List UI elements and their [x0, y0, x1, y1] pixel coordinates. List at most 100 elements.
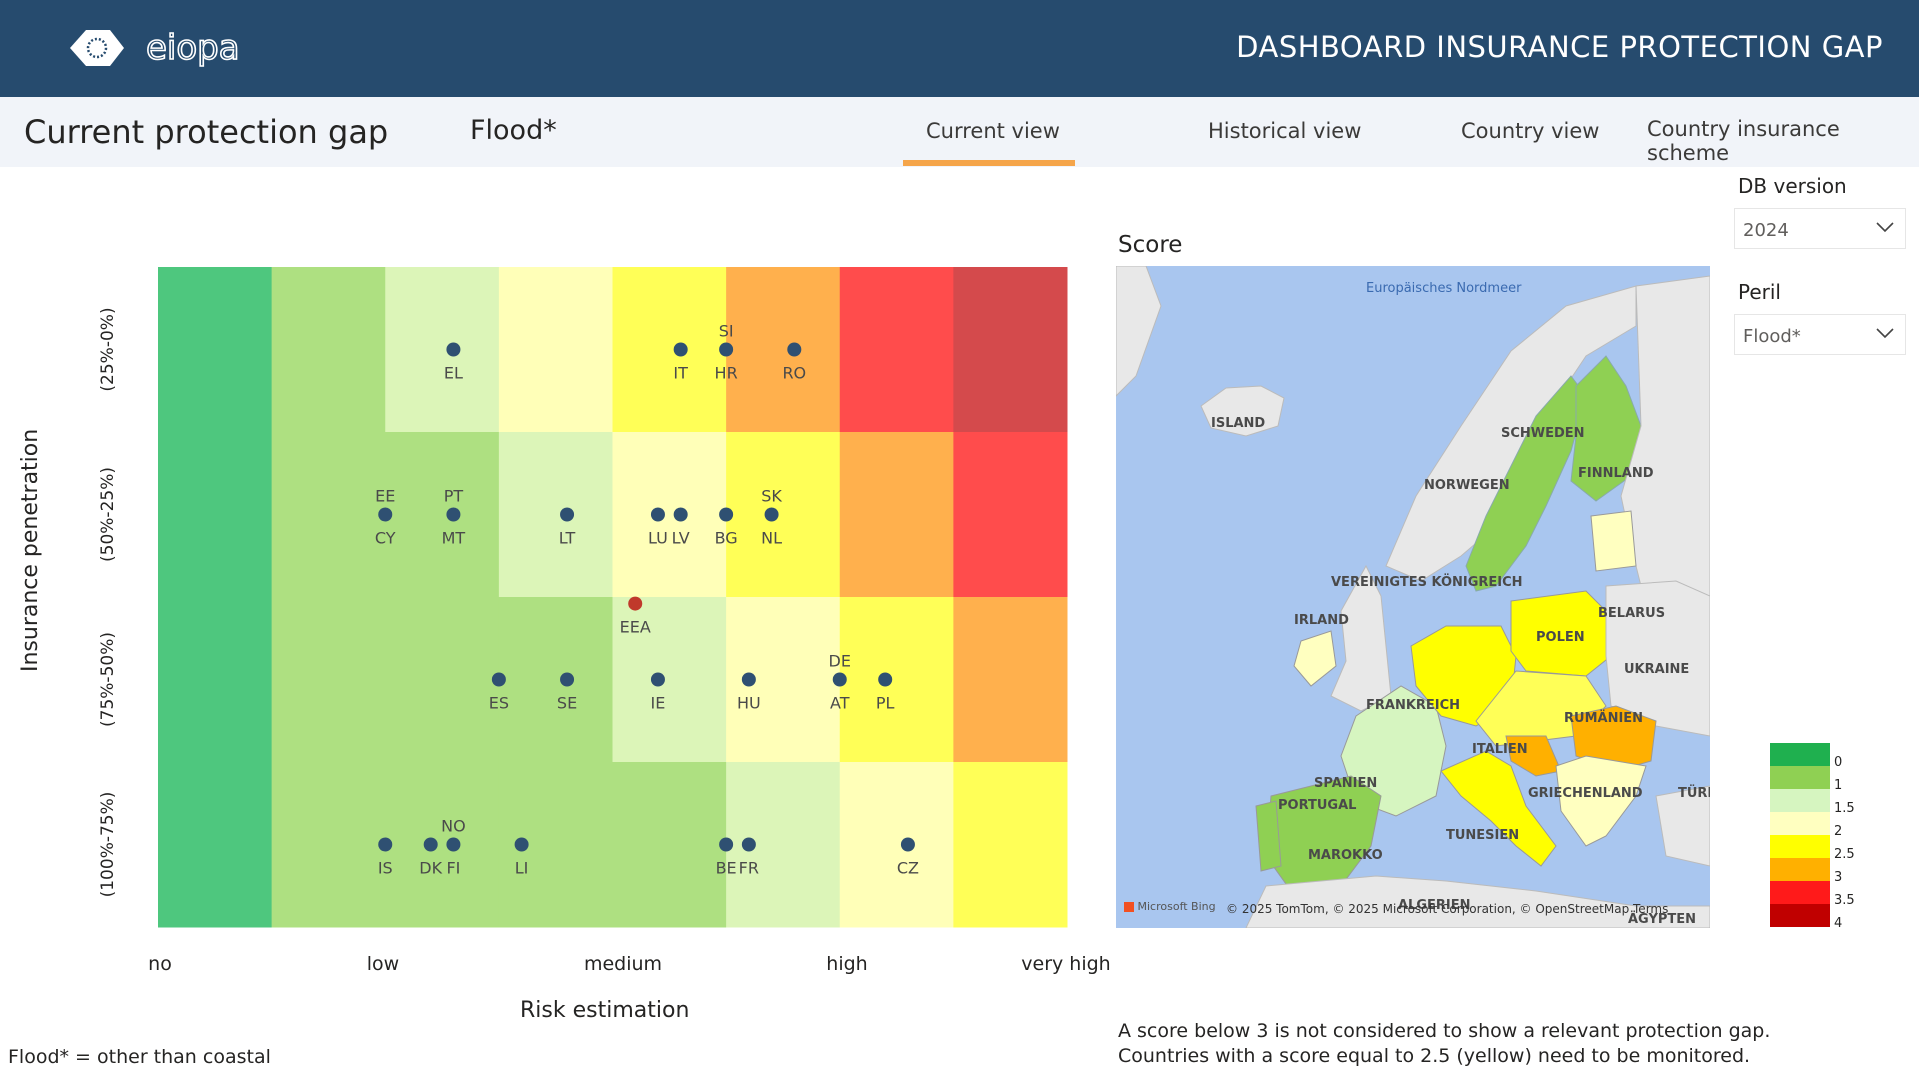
- map-label-tunesien: TUNESIEN: [1446, 828, 1520, 843]
- france-shape: [1340, 685, 1447, 817]
- map-label-portugal: PORTUGAL: [1278, 798, 1357, 813]
- country-point[interactable]: [900, 837, 915, 852]
- heatmap-cell: [612, 597, 727, 763]
- bing-attribution: Microsoft Bing: [1124, 900, 1216, 913]
- map-label-polen: POLEN: [1536, 630, 1585, 645]
- country-point[interactable]: [650, 507, 665, 522]
- peril-dropdown[interactable]: Flood*: [1734, 314, 1906, 355]
- country-point[interactable]: [878, 672, 893, 687]
- x-tick-label: low: [367, 953, 399, 975]
- map-label-griechenland: GRIECHENLAND: [1528, 786, 1643, 801]
- legend-swatch: [1770, 812, 1830, 835]
- country-point[interactable]: [741, 837, 756, 852]
- heatmap-cell: [158, 267, 273, 433]
- heatmap-cell: [498, 432, 613, 598]
- heatmap-cell: [839, 267, 954, 433]
- map-label-marokko: MAROKKO: [1308, 848, 1383, 863]
- heatmap-cell: [839, 432, 954, 598]
- map-label-island: ISLAND: [1211, 416, 1266, 431]
- country-label: LU: [648, 529, 668, 548]
- country-point[interactable]: [787, 342, 802, 357]
- active-tab-indicator: [903, 160, 1075, 166]
- db-version-value: 2024: [1743, 220, 1789, 241]
- x-axis-ticks: no low medium high very high: [148, 953, 1110, 975]
- country-point[interactable]: [764, 507, 779, 522]
- map-label-irland: IRLAND: [1294, 613, 1349, 628]
- heatmap-cell: [271, 597, 386, 763]
- country-point[interactable]: [719, 342, 734, 357]
- legend-swatch: [1770, 858, 1830, 881]
- country-point[interactable]: [832, 672, 847, 687]
- map-label-norwegen: NORWEGEN: [1424, 478, 1510, 493]
- country-point[interactable]: [741, 672, 756, 687]
- map-label-italien: ITALIEN: [1472, 742, 1528, 757]
- country-point[interactable]: [446, 837, 461, 852]
- romania-shape: [1570, 705, 1657, 772]
- header-bar: eiopa DASHBOARD INSURANCE PROTECTION GAP: [0, 0, 1919, 97]
- db-version-dropdown[interactable]: 2024: [1734, 208, 1906, 249]
- legend-label: 1.5: [1834, 801, 1855, 816]
- tab-current-view[interactable]: Current view: [926, 119, 1060, 143]
- country-label: DE: [829, 652, 851, 671]
- poland-shape: [1510, 590, 1612, 677]
- tab-historical-view[interactable]: Historical view: [1208, 119, 1362, 143]
- country-point[interactable]: [560, 507, 575, 522]
- country-label: EE: [375, 487, 395, 506]
- heatmap-cell: [612, 432, 727, 598]
- tab-country-insurance-scheme[interactable]: Country insurance scheme: [1647, 117, 1840, 165]
- heatmap-cell: [385, 432, 500, 598]
- country-point[interactable]: [560, 672, 575, 687]
- map-label-finnland: FINNLAND: [1578, 466, 1654, 481]
- map-label-rumaenien: RUMÄNIEN: [1564, 711, 1644, 726]
- ukraine-shape: [1605, 580, 1710, 737]
- country-label: RO: [782, 364, 806, 383]
- country-point[interactable]: [650, 672, 665, 687]
- country-point[interactable]: [378, 837, 393, 852]
- country-point[interactable]: [673, 507, 688, 522]
- country-label: IT: [673, 364, 688, 383]
- heatmap-cell: [158, 762, 273, 928]
- heatmap-cell: [839, 597, 954, 763]
- country-label: BG: [715, 529, 738, 548]
- country-label: HU: [737, 694, 761, 713]
- country-point[interactable]: [514, 837, 529, 852]
- portugal-shape: [1255, 800, 1282, 872]
- country-label: LT: [559, 529, 576, 548]
- country-point[interactable]: [491, 672, 506, 687]
- peril-label: Peril: [1738, 280, 1781, 304]
- legend-label: 2: [1834, 824, 1843, 839]
- map-label-spanien: SPANIEN: [1314, 776, 1378, 791]
- country-point[interactable]: [423, 837, 438, 852]
- flood-footnote: Flood* = other than coastal: [8, 1046, 271, 1068]
- country-label: EEA: [620, 618, 651, 637]
- chevron-down-icon: [1876, 328, 1894, 339]
- heatmap-cell: [612, 267, 727, 433]
- protection-gap-heatmap: (25%-0%) (50%-25%) (75%-50%) (100%-75%) no l…: [98, 267, 1110, 975]
- country-point[interactable]: [378, 507, 393, 522]
- country-label: SK: [761, 487, 782, 506]
- heatmap-cell: [953, 597, 1068, 763]
- country-label: LV: [672, 529, 690, 548]
- tab-country-view[interactable]: Country view: [1461, 119, 1600, 143]
- country-point[interactable]: [673, 342, 688, 357]
- heatmap-cell: [271, 762, 386, 928]
- heatmap-cell: [158, 432, 273, 598]
- country-point[interactable]: [446, 507, 461, 522]
- map-label-aegypten: ÄGYPTEN: [1628, 912, 1697, 927]
- country-label: BE: [716, 859, 737, 878]
- y-tick-label: (25%-0%): [98, 307, 118, 391]
- country-label: AT: [830, 694, 850, 713]
- europe-score-map[interactable]: Europäisches Nordmeer ISLAND SCHWEDEN FI…: [1116, 266, 1710, 928]
- country-point[interactable]: [719, 837, 734, 852]
- country-point[interactable]: [446, 342, 461, 357]
- country-point[interactable]: [628, 596, 643, 611]
- country-point[interactable]: [719, 507, 734, 522]
- chevron-down-icon: [1876, 222, 1894, 233]
- italy-shape: [1440, 750, 1557, 867]
- map-copyright[interactable]: © 2025 TomTom, © 2025 Microsoft Corporat…: [1226, 902, 1669, 916]
- greenland-shape: [1116, 266, 1162, 397]
- heatmap-cell: [726, 267, 841, 433]
- map-label-algerien: ALGERIEN: [1398, 898, 1471, 913]
- country-label: HR: [715, 364, 738, 383]
- legend-label: 3.5: [1834, 893, 1855, 908]
